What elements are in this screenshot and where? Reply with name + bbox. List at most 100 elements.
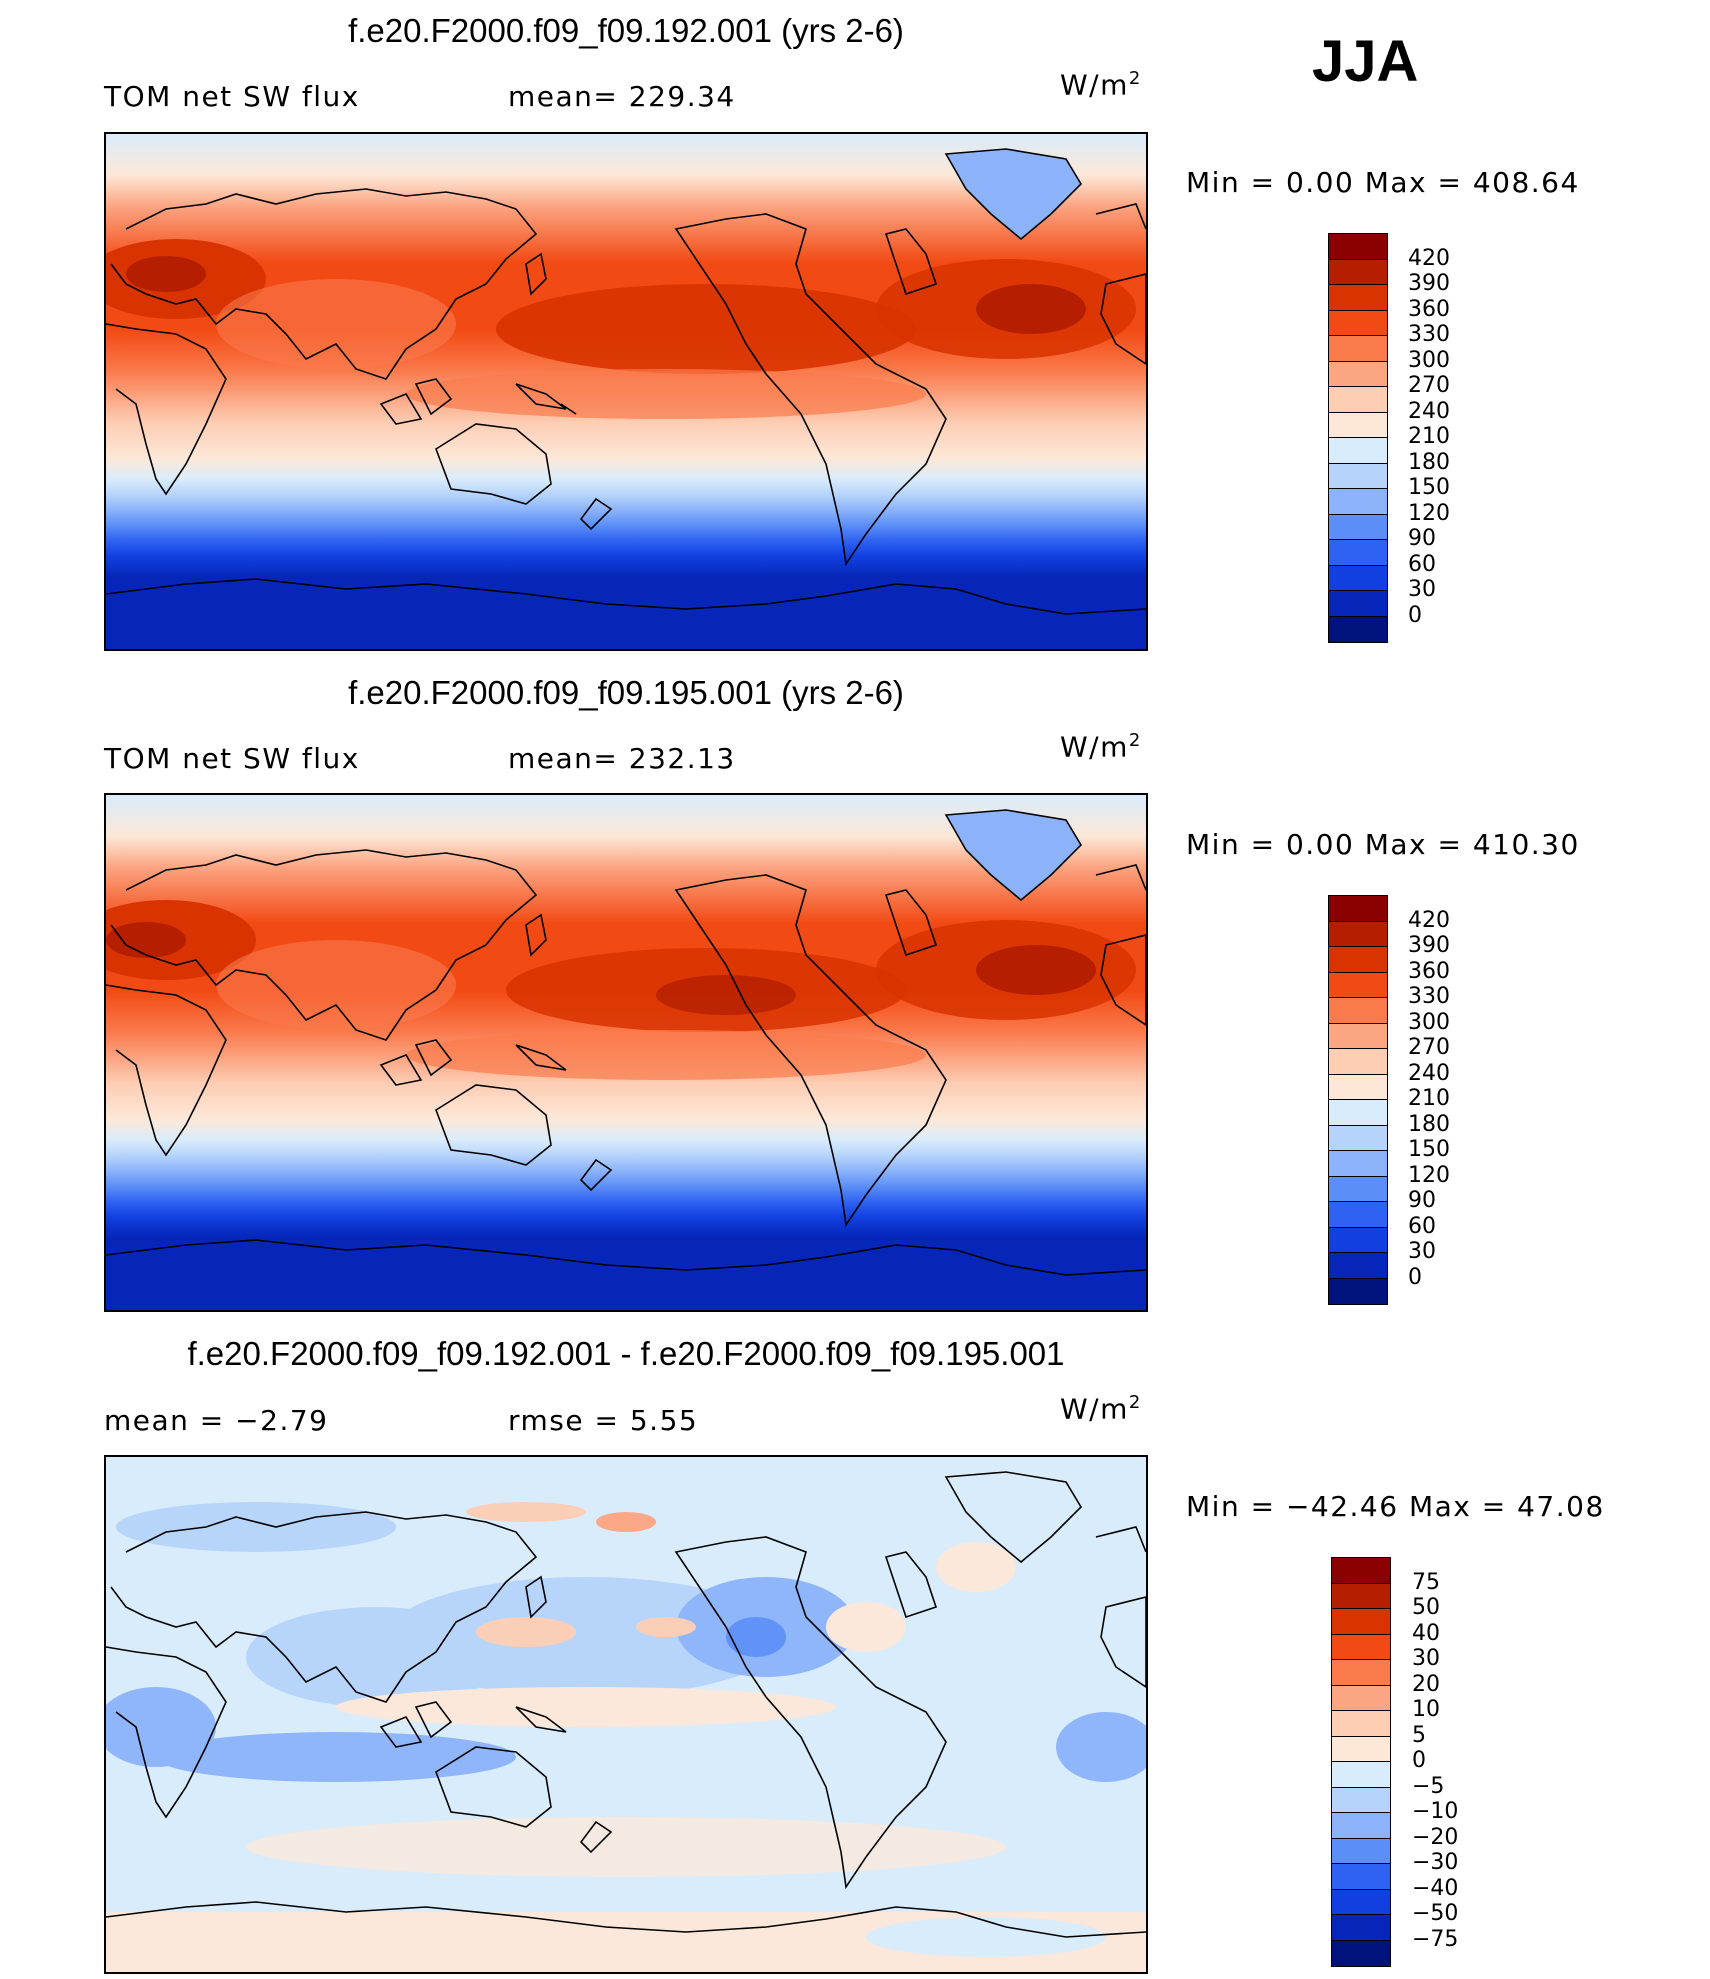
colorbar-swatch [1329,463,1387,489]
colorbar-swatch [1329,1023,1387,1049]
colorbar-level-label: 300 [1408,347,1450,373]
colorbar-level-label: 360 [1408,958,1450,984]
panel-3-map [104,1455,1148,1974]
colorbar-swatch [1332,1838,1390,1864]
colorbar-swatch [1329,540,1387,566]
panel-1-colorbar [1328,233,1388,643]
panel-2-title: f.e20.F2000.f09_f09.195.001 (yrs 2-6) [348,674,904,711]
colorbar-swatch [1329,1227,1387,1253]
colorbar-level-label: 270 [1408,373,1450,398]
colorbar-swatch [1329,947,1387,973]
colorbar-swatch [1332,1736,1390,1762]
panel-3-map-svg [106,1457,1146,1972]
panel-3-units: W/m2 [1060,1392,1142,1426]
colorbar-level-label: 420 [1408,907,1450,933]
colorbar-level-label: 270 [1408,1035,1450,1060]
colorbar-swatch [1329,387,1387,413]
panel-3-minmax: Min = −42.46 Max = 47.08 [1186,1490,1605,1523]
panel-2-map-svg [106,795,1146,1310]
panel-1-map [104,132,1148,651]
colorbar-swatch [1329,234,1387,260]
colorbar-level-label: 0 [1412,1748,1426,1773]
colorbar-swatch [1329,1125,1387,1151]
colorbar-swatch [1332,1583,1390,1609]
colorbar-level-label: −40 [1412,1875,1459,1901]
panel-2-variable-label: TOM net SW flux [104,742,360,775]
colorbar-level-label: 240 [1408,398,1450,424]
colorbar-swatch [1332,1558,1390,1584]
season-label: JJA [1312,29,1419,94]
panel-1-variable-label: TOM net SW flux [104,80,360,113]
colorbar-swatch [1329,1049,1387,1075]
colorbar-level-label: 180 [1408,1111,1450,1137]
colorbar-level-label: 240 [1408,1060,1450,1086]
colorbar-level-label: 50 [1412,1595,1440,1620]
colorbar-level-label: 390 [1408,933,1450,958]
colorbar-swatch [1332,1660,1390,1686]
colorbar-level-label: 0 [1408,1264,1422,1290]
panel-1-map-svg [106,134,1146,649]
colorbar-level-label: 75 [1412,1569,1440,1595]
colorbar-swatch [1332,1634,1390,1660]
colorbar-swatch [1329,259,1387,285]
colorbar-level-label: 20 [1412,1671,1440,1697]
colorbar-level-label: 30 [1408,1239,1436,1264]
colorbar-level-label: 90 [1408,526,1436,551]
colorbar-level-label: 330 [1408,984,1450,1009]
colorbar-swatch [1329,591,1387,617]
colorbar-level-label: 60 [1408,1213,1436,1239]
colorbar-level-label: 120 [1408,500,1450,526]
colorbar-level-label: −20 [1412,1824,1459,1850]
colorbar-swatch [1332,1915,1390,1941]
colorbar-level-label: 90 [1408,1188,1436,1213]
colorbar-level-label: 120 [1408,1162,1450,1188]
panel-2-map [104,793,1148,1312]
colorbar-level-label: 300 [1408,1009,1450,1035]
colorbar-swatch [1329,514,1387,540]
colorbar-level-label: 390 [1408,271,1450,296]
colorbar-swatch [1332,1864,1390,1890]
colorbar-swatch [1332,1711,1390,1737]
panel-3-colorbar [1331,1557,1391,1967]
colorbar-level-label: 180 [1408,449,1450,475]
colorbar-level-label: 30 [1412,1646,1440,1671]
colorbar-level-label: 60 [1408,551,1436,577]
colorbar-swatch [1332,1813,1390,1839]
colorbar-level-label: −10 [1412,1799,1459,1824]
colorbar-swatch [1329,972,1387,998]
colorbar-swatch [1329,336,1387,362]
panel-1-units: W/m2 [1060,68,1142,102]
panel-1-minmax: Min = 0.00 Max = 408.64 [1186,166,1580,199]
panel-3-mean-label: mean = −2.79 [104,1404,329,1437]
colorbar-swatch [1329,565,1387,591]
colorbar-swatch [1329,1278,1387,1304]
colorbar-level-label: −5 [1412,1773,1445,1799]
colorbar-swatch [1329,921,1387,947]
colorbar-level-label: 150 [1408,475,1450,500]
colorbar-level-label: 0 [1408,602,1422,628]
panel-2-colorbar [1328,895,1388,1305]
panel-2-mean-label: mean= 232.13 [508,742,736,775]
colorbar-level-label: 330 [1408,322,1450,347]
colorbar-swatch [1329,1074,1387,1100]
colorbar-swatch [1329,616,1387,642]
colorbar-swatch [1329,489,1387,515]
panel-2-units: W/m2 [1060,730,1142,764]
colorbar-swatch [1329,1176,1387,1202]
colorbar-level-label: −30 [1412,1850,1459,1875]
colorbar-level-label: 40 [1412,1620,1440,1646]
colorbar-level-label: −50 [1412,1901,1459,1926]
colorbar-swatch [1332,1787,1390,1813]
colorbar-level-label: −75 [1412,1926,1459,1952]
colorbar-swatch [1329,438,1387,464]
colorbar-swatch [1332,1685,1390,1711]
colorbar-level-label: 5 [1412,1722,1426,1748]
colorbar-level-label: 150 [1408,1137,1450,1162]
colorbar-swatch [1329,1100,1387,1126]
colorbar-swatch [1329,412,1387,438]
colorbar-level-label: 210 [1408,1086,1450,1111]
colorbar-swatch [1329,896,1387,922]
colorbar-swatch [1332,1889,1390,1915]
panel-2-minmax: Min = 0.00 Max = 410.30 [1186,828,1580,861]
colorbar-level-label: 10 [1412,1697,1440,1722]
